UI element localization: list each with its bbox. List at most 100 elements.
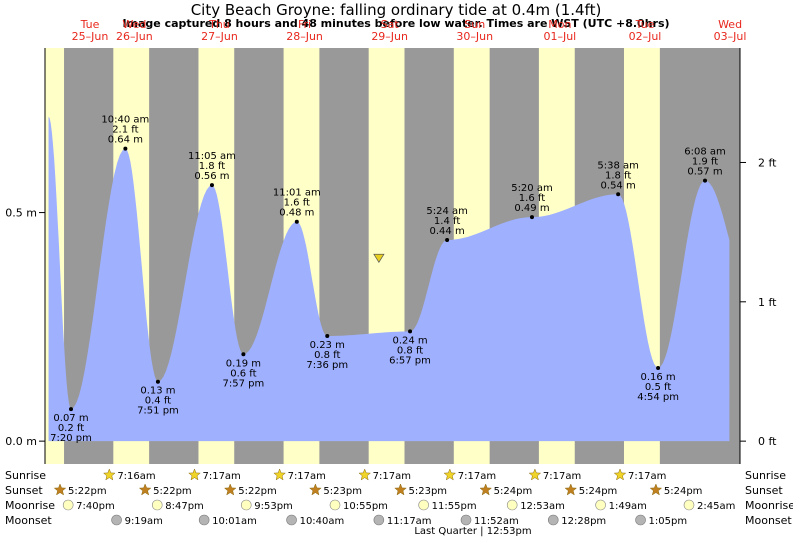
moonrise-time: 12:53am xyxy=(520,501,565,512)
chart-frame xyxy=(44,48,741,464)
extreme-point xyxy=(294,219,299,224)
sunset-time: 5:23pm xyxy=(323,486,362,497)
y-right-tick-label: 2 ft xyxy=(758,156,777,169)
sunset-time: 5:22pm xyxy=(153,486,192,497)
moonset-icon xyxy=(286,514,297,526)
extreme-label: 0.16 m xyxy=(640,372,675,383)
day-label-weekday: Wed xyxy=(122,18,146,31)
moonrise-time: 11:55pm xyxy=(432,501,477,512)
moonrise-icon xyxy=(595,499,606,511)
extreme-label: 1.8 ft xyxy=(199,161,225,172)
extreme-label: 5:20 am xyxy=(511,183,553,194)
row-label-left: Sunset xyxy=(5,484,43,497)
tide-extremes: 0.07 m0.2 ft7:20 pm 10:40 am2.1 ft0.64 m 0… xyxy=(50,115,726,445)
extreme-point xyxy=(69,407,74,412)
sunrise-time: 7:16am xyxy=(117,471,155,482)
axes: 0.0 m 0.5 m 0 ft 1 ft 2 ft xyxy=(5,156,777,448)
sunset-time: 5:24pm xyxy=(664,486,703,497)
day-label-date: 25–Jun xyxy=(72,30,109,43)
sun-moon-events: Sunrise Sunrise Sunset Sunset Moonrise Moonri… xyxy=(5,468,793,537)
extreme-label: 0.19 m xyxy=(226,358,261,369)
moonrise-time: 10:55pm xyxy=(343,501,388,512)
moonset-icon xyxy=(460,514,472,526)
extreme-point xyxy=(656,366,661,370)
extreme-label: 1.6 ft xyxy=(284,198,310,209)
tide-curve xyxy=(48,116,730,442)
extreme-point xyxy=(325,334,330,338)
moonrise-time: 9:53pm xyxy=(254,501,293,512)
sunset-icon xyxy=(223,483,237,496)
sunrise-time: 7:17am xyxy=(373,471,411,482)
moonset-icon xyxy=(111,514,122,526)
extreme-label: 0.2 ft xyxy=(58,423,84,434)
extreme-label: 0.54 m xyxy=(601,180,636,191)
day-label-weekday: Thu xyxy=(208,18,230,31)
extreme-label: 10:40 am xyxy=(101,115,149,126)
extreme-label: 0.4 ft xyxy=(145,396,171,407)
extreme-label: 0.57 m xyxy=(687,167,722,178)
sunset-icon xyxy=(564,483,578,496)
extreme-label: 7:36 pm xyxy=(306,360,348,371)
extreme-point xyxy=(209,183,214,188)
extreme-label: 0.8 ft xyxy=(397,345,423,356)
extreme-label: 7:57 pm xyxy=(223,378,265,389)
day-labels: 25–JunTue26–JunWed27–JunThu28–JunFri29–J… xyxy=(72,18,747,43)
extreme-label: 0.56 m xyxy=(194,171,229,182)
extreme-label: 0.48 m xyxy=(279,208,314,219)
moonrise-icon xyxy=(240,499,252,511)
extreme-label: 1.4 ft xyxy=(434,216,460,227)
moonrise-time: 7:40pm xyxy=(76,501,115,512)
y-right-tick-label: 0 ft xyxy=(758,435,777,448)
day-label-weekday: Sun xyxy=(464,18,485,31)
sunrise-time: 7:17am xyxy=(628,471,666,482)
extreme-label: 0.8 ft xyxy=(314,350,340,361)
sunset-icon xyxy=(53,483,67,496)
extreme-label: 6:08 am xyxy=(684,147,726,158)
y-left-tick-label: 0.0 m xyxy=(5,435,37,448)
day-label-weekday: Tue xyxy=(635,18,655,31)
extreme-label: 0.49 m xyxy=(514,203,549,214)
day-label-date: 28–Jun xyxy=(286,30,323,43)
sunrise-time: 7:17am xyxy=(202,471,240,482)
moonrise-icon xyxy=(329,499,341,511)
moonset-time: 9:19am xyxy=(125,516,163,527)
day-label-weekday: Mon xyxy=(548,18,571,31)
sunset-icon xyxy=(394,483,407,496)
extreme-label: 0.64 m xyxy=(108,135,143,146)
extreme-label: 5:38 am xyxy=(597,160,639,171)
extreme-label: 4:54 pm xyxy=(637,392,679,403)
extreme-label: 1.6 ft xyxy=(519,193,545,204)
sunrise-icon xyxy=(613,468,627,481)
moon-phase-label: Last Quarter | 12:53pm xyxy=(414,526,531,537)
extreme-label: 0.44 m xyxy=(430,226,465,237)
day-label-date: 02–Jul xyxy=(629,30,662,43)
moonset-time: 1:05pm xyxy=(649,516,688,527)
moonset-icon xyxy=(547,514,559,526)
sunset-time: 5:22pm xyxy=(68,486,107,497)
sunrise-icon xyxy=(102,468,116,481)
extreme-label: 0.07 m xyxy=(53,413,88,424)
moonset-time: 11:17am xyxy=(387,516,432,527)
day-label-date: 30–Jun xyxy=(456,30,493,43)
extreme-point xyxy=(445,238,450,242)
sunset-icon xyxy=(479,483,493,496)
day-label-date: 29–Jun xyxy=(371,30,408,43)
chart-subtitle: Image captured 8 hours and 48 minutes be… xyxy=(122,17,669,30)
moonrise-icon xyxy=(506,499,518,511)
day-label-weekday: Sat xyxy=(381,18,400,31)
day-label-weekday: Fri xyxy=(298,18,311,31)
moonset-time: 10:01am xyxy=(212,516,257,527)
tide-area xyxy=(48,116,730,442)
extreme-label: 11:01 am xyxy=(273,188,321,199)
moonrise-icon xyxy=(62,499,74,511)
extreme-label: 0.24 m xyxy=(392,335,427,346)
extreme-point xyxy=(155,379,160,384)
row-label-right: Moonrise xyxy=(745,499,793,512)
y-left-tick-label: 0.5 m xyxy=(5,207,37,220)
extreme-label: 5:24 am xyxy=(426,206,468,217)
extreme-label: 11:05 am xyxy=(188,151,236,162)
row-label-left: Sunrise xyxy=(5,469,46,482)
row-label-right: Sunrise xyxy=(745,469,786,482)
y-right-tick-label: 1 ft xyxy=(758,296,777,309)
moonset-time: 12:28pm xyxy=(561,516,606,527)
